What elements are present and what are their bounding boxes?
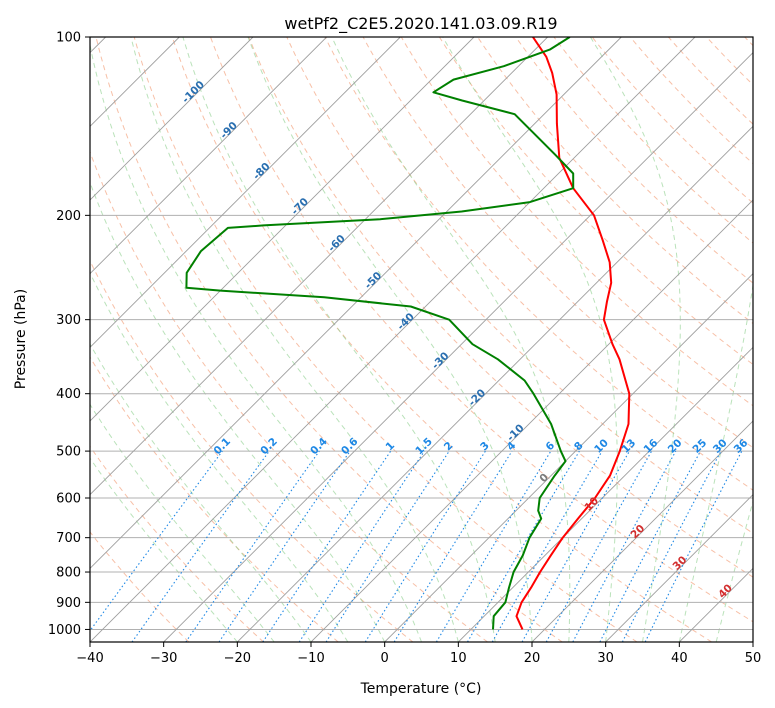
x-tick-label: 10 [450, 651, 467, 666]
dry-adiabat-line [90, 259, 414, 642]
mixing-ratio-line [90, 450, 223, 632]
y-tick-label: 900 [56, 596, 81, 611]
isotherm-line [531, 420, 753, 642]
dry-adiabat-line [90, 531, 190, 642]
x-tick-label: 40 [671, 651, 688, 666]
moist-adiabat-line [90, 42, 422, 642]
isotherm-gridlines [90, 37, 753, 642]
mixing-ratio-line [545, 450, 653, 642]
x-tick-label: −40 [76, 651, 103, 666]
dry-adiabat-line [133, 37, 638, 642]
x-tick-label: −10 [297, 651, 324, 666]
y-axis: 1000 900 800 700 600 500 400 300 200 100 [48, 31, 90, 638]
x-tick-label: 20 [524, 651, 541, 666]
isotherm-line [384, 273, 753, 642]
plot-frame [89, 36, 754, 643]
isotherm-line [90, 37, 401, 348]
mixing-ratio-line [364, 450, 486, 642]
y-tick-label: 600 [56, 492, 81, 507]
moist-adiabat-line [90, 342, 312, 642]
mixing-ratio-line [325, 450, 450, 642]
mixing-ratio-line [393, 450, 513, 642]
moist-adiabat-line [442, 37, 618, 642]
isotherm-line [90, 37, 327, 275]
mixing-ratio-line [218, 450, 351, 642]
mixing-ratio-line [467, 450, 580, 642]
y-tick-label: 400 [56, 387, 81, 402]
isotherm-line [90, 37, 622, 569]
sounding-profiles [185, 37, 631, 630]
mixing-ratio-line [572, 450, 677, 642]
dry-adiabat-line [248, 37, 753, 578]
mixing-ratio-line [435, 450, 552, 642]
moist-adiabat-line [90, 457, 238, 642]
temperature-profile [515, 37, 631, 630]
dewpoint-profile [185, 37, 575, 630]
mixing-ratio-lines [90, 450, 743, 642]
isotherm-line [310, 199, 753, 642]
mixing-ratio-line [131, 450, 270, 642]
dry-adiabat-line [438, 37, 753, 365]
chart-title: wetPf2_C2E5.2020.141.03.09.R19 [284, 14, 557, 34]
mixing-ratio-line [185, 450, 320, 642]
y-axis-title: Pressure (hPa) [13, 289, 29, 389]
dry-adiabat-line [286, 37, 753, 534]
dry-adiabat-line [90, 356, 339, 642]
moist-adiabat-line [331, 37, 571, 642]
isotherm-line [605, 494, 753, 642]
dry-adiabat-line [210, 37, 753, 623]
isotherm-line [90, 37, 475, 422]
x-tick-label: 0 [381, 651, 389, 666]
moist-adiabat-line [90, 271, 349, 642]
x-tick-label: 30 [597, 651, 614, 666]
moist-adiabat-line [247, 37, 533, 642]
isotherm-line [90, 37, 548, 496]
y-tick-label: 1000 [48, 623, 81, 638]
isobar-gridlines [90, 37, 753, 630]
y-tick-label: 300 [56, 313, 81, 328]
dry-adiabat-line [400, 37, 753, 407]
x-axis: −40 −30 −20 −10 0 10 20 30 40 50 [76, 642, 761, 666]
x-axis-title: Temperature (°C) [360, 681, 482, 697]
y-tick-label: 700 [56, 531, 81, 546]
y-tick-label: 200 [56, 209, 81, 224]
y-tick-label: 800 [56, 566, 81, 581]
moist-adiabat-line [90, 403, 275, 642]
moist-adiabat-line [90, 181, 386, 642]
isotherm-line [237, 125, 753, 642]
moist-adiabat-line [589, 37, 681, 642]
isotherm-line [90, 37, 254, 201]
x-tick-label: −20 [224, 651, 251, 666]
y-tick-label: 100 [56, 31, 81, 46]
moist-adiabat-line [130, 37, 459, 642]
isotherm-line [90, 37, 696, 642]
y-tick-label: 500 [56, 445, 81, 460]
isotherm-line [163, 52, 753, 642]
dry-adiabat-line [95, 37, 563, 642]
dry-adiabat-line [324, 37, 753, 491]
x-tick-label: 50 [745, 651, 762, 666]
mixing-ratio-line [491, 450, 603, 642]
mixing-ratio-line [521, 450, 630, 642]
x-tick-label: −30 [150, 651, 177, 666]
